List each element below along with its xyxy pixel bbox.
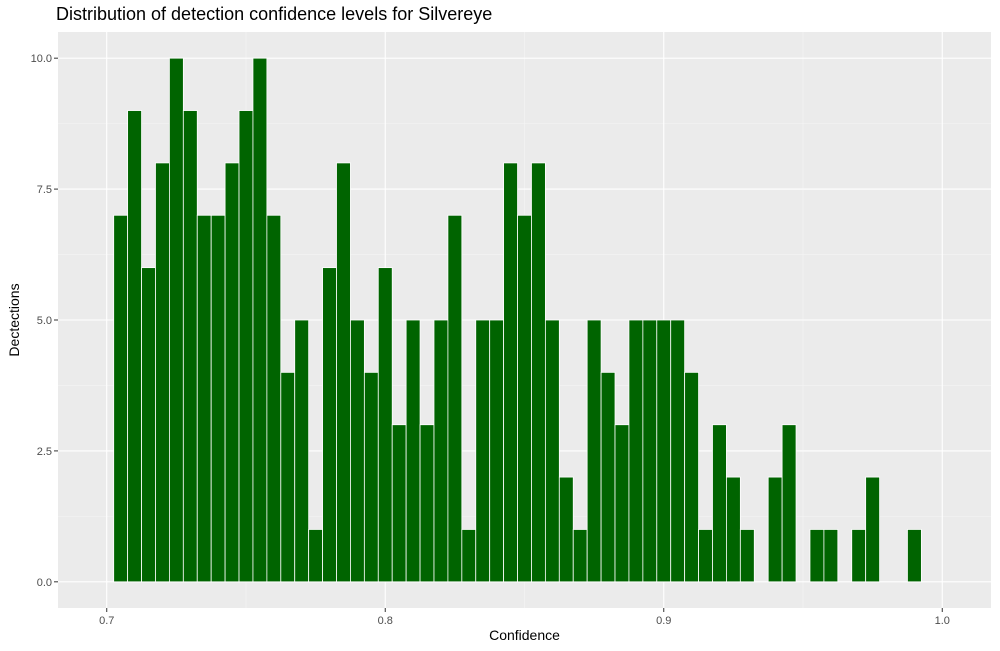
histogram-bar: [865, 476, 880, 583]
histogram-bar: [767, 476, 783, 583]
histogram-bar: [684, 371, 699, 583]
x-tick-label: 0.9: [656, 615, 671, 627]
x-axis: 0.7 0.8 0.9 1.0: [99, 608, 950, 627]
histogram-bar: [600, 371, 616, 583]
histogram-bar: [489, 319, 505, 583]
histogram-bar: [252, 57, 268, 583]
histogram-bar: [238, 110, 254, 583]
histogram-bar: [851, 529, 867, 583]
x-tick-label: 0.8: [378, 615, 393, 627]
histogram-bar: [363, 371, 379, 583]
histogram-bar: [419, 424, 435, 583]
x-axis-title: Confidence: [489, 627, 560, 643]
histogram-bar: [726, 476, 741, 583]
bars-group: [113, 57, 922, 583]
histogram-bar: [823, 529, 839, 583]
histogram-bar: [517, 214, 532, 583]
histogram-bar: [712, 424, 727, 583]
chart-title: Distribution of detection confidence lev…: [56, 4, 493, 24]
histogram-bar: [266, 214, 282, 583]
histogram-bar: [210, 214, 226, 583]
y-axis-title: Dectections: [6, 283, 22, 356]
y-tick-label: 10.0: [31, 53, 52, 65]
histogram-bar: [155, 162, 170, 583]
histogram-bar: [182, 110, 198, 583]
y-tick-label: 5.0: [37, 315, 52, 327]
histogram-bar: [670, 319, 686, 583]
y-axis: 0.0 2.5 5.0 7.5 10.0: [31, 53, 58, 589]
histogram-bar: [447, 214, 463, 583]
histogram-bar: [322, 267, 337, 583]
histogram-bar: [558, 476, 574, 583]
histogram-bar: [350, 319, 365, 583]
histogram-bar: [141, 267, 156, 583]
histogram-bar: [196, 214, 212, 583]
histogram-bar: [628, 319, 644, 583]
histogram-bar: [377, 267, 393, 583]
histogram-bar: [405, 319, 421, 583]
histogram-bar: [586, 319, 602, 583]
histogram-bar: [656, 319, 672, 583]
histogram-bar: [169, 57, 184, 583]
y-tick-label: 2.5: [37, 446, 52, 458]
histogram-bar: [336, 162, 351, 583]
histogram-bar: [433, 319, 449, 583]
histogram-bar: [224, 162, 240, 583]
histogram-bar: [642, 319, 658, 583]
histogram-bar: [544, 319, 560, 583]
histogram-bar: [461, 529, 477, 583]
x-tick-label: 1.0: [935, 615, 950, 627]
histogram-bar: [739, 529, 755, 583]
histogram-bar: [531, 162, 546, 583]
histogram-bar: [781, 424, 797, 583]
histogram-bar: [503, 162, 518, 583]
y-tick-label: 0.0: [37, 577, 52, 589]
histogram-bar: [391, 424, 407, 583]
histogram-bar: [614, 424, 630, 583]
histogram-bar: [572, 529, 588, 583]
histogram-bar: [475, 319, 491, 583]
histogram-bar: [294, 319, 310, 583]
histogram-bar: [113, 214, 129, 583]
histogram-bar: [809, 529, 825, 583]
histogram-bar: [280, 371, 296, 583]
histogram-bar: [698, 529, 713, 583]
histogram-bar: [907, 529, 922, 583]
x-tick-label: 0.7: [99, 615, 114, 627]
y-tick-label: 7.5: [37, 184, 52, 196]
histogram-bar: [308, 529, 323, 583]
histogram-bar: [127, 110, 142, 583]
